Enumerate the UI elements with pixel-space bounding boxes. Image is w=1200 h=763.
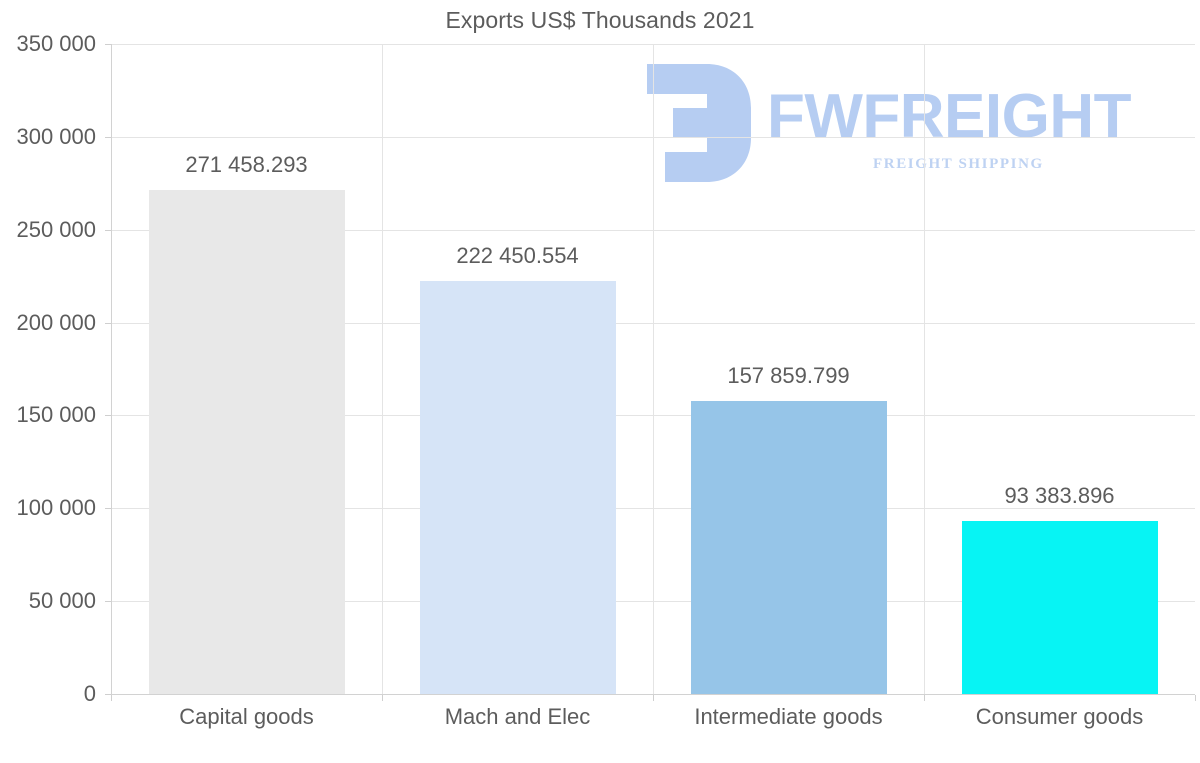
y-axis-tick-label: 50 000 (28, 588, 96, 613)
y-axis-tick (105, 601, 111, 602)
gridline-vertical (653, 44, 654, 694)
y-axis-tick (105, 323, 111, 324)
x-axis-tick (382, 695, 383, 701)
y-axis-tick-label: 0 (83, 681, 96, 706)
bar[interactable] (149, 190, 345, 694)
bars-container (111, 44, 1195, 694)
y-axis-tick (105, 415, 111, 416)
x-axis-tick (924, 695, 925, 701)
y-axis-tick-label: 100 000 (16, 495, 96, 520)
bar[interactable] (962, 521, 1158, 694)
x-axis-tick (653, 695, 654, 701)
y-axis-tick-label: 300 000 (16, 124, 96, 149)
y-axis-tick (105, 694, 111, 695)
x-axis-line (111, 694, 1195, 695)
x-axis-category-label: Intermediate goods (694, 704, 883, 729)
bar-value-label: 222 450.554 (456, 243, 579, 268)
x-axis-tick (1195, 695, 1196, 701)
y-axis-tick-label: 200 000 (16, 310, 96, 335)
x-axis-category-label: Capital goods (179, 704, 314, 729)
bar-value-label: 93 383.896 (1004, 483, 1115, 508)
x-axis-category-label: Consumer goods (975, 704, 1144, 729)
bar-value-label: 271 458.293 (185, 152, 308, 177)
plot-gridlines (111, 44, 1195, 694)
y-axis-tick-label: 250 000 (16, 217, 96, 242)
y-axis-tick-label: 350 000 (16, 31, 96, 56)
x-axis-tick (111, 695, 112, 701)
gridline-vertical (924, 44, 925, 694)
x-axis-category-label: Mach and Elec (444, 704, 591, 729)
y-axis-tick (105, 137, 111, 138)
y-axis-line (111, 44, 112, 695)
gridline-vertical (382, 44, 383, 694)
y-axis-tick (105, 44, 111, 45)
y-axis-tick-label: 150 000 (16, 402, 96, 427)
bar-value-label: 157 859.799 (727, 363, 850, 388)
y-axis-tick (105, 508, 111, 509)
y-axis-tick (105, 230, 111, 231)
bar[interactable] (691, 401, 887, 694)
bar[interactable] (420, 281, 616, 694)
chart-title: Exports US$ Thousands 2021 (445, 7, 755, 33)
